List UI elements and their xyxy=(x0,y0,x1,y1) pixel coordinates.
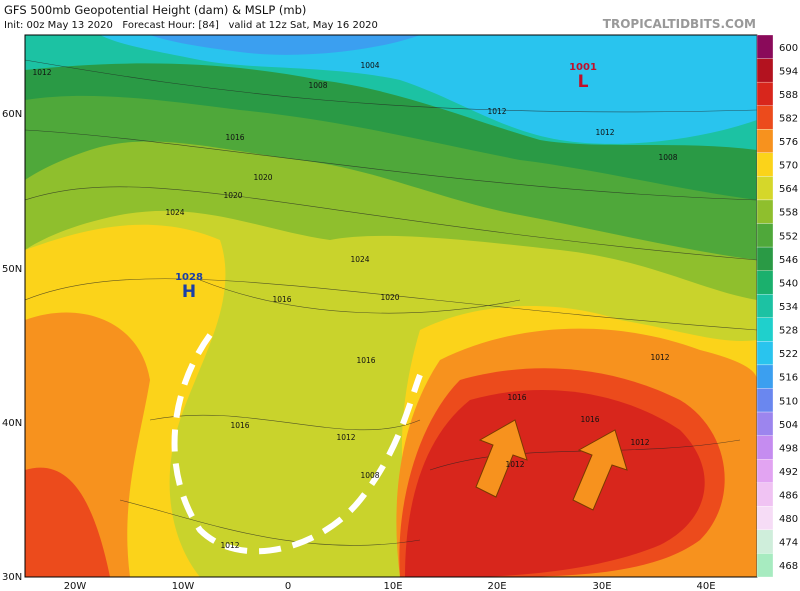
isobar-label: 1024 xyxy=(350,255,369,264)
colorbar-swatch xyxy=(756,317,774,342)
lat-label: 30N xyxy=(2,572,22,583)
colorbar-swatch xyxy=(756,58,774,83)
lon-label: 30E xyxy=(592,581,611,591)
colorbar-swatch xyxy=(756,176,774,201)
isobar-label: 1012 xyxy=(220,541,239,550)
colorbar-label: 594 xyxy=(779,66,798,77)
isobar-label: 1016 xyxy=(230,421,249,430)
lon-label: 10W xyxy=(172,581,195,591)
lon-label: 20E xyxy=(487,581,506,591)
isobar-label: 1012 xyxy=(32,68,51,77)
colorbar-label: 564 xyxy=(779,184,798,195)
isobar-label: 1020 xyxy=(223,191,242,200)
colorbar-swatch xyxy=(756,152,774,177)
colorbar-swatch xyxy=(756,199,774,224)
colorbar-swatch xyxy=(756,506,774,531)
pressure-center-value: 1028 xyxy=(175,272,203,283)
colorbar-swatch xyxy=(756,459,774,483)
colorbar-swatch xyxy=(756,553,774,578)
colorbar-label: 588 xyxy=(779,90,798,101)
colorbar-label: 480 xyxy=(779,514,798,525)
lon-label: 0 xyxy=(285,581,291,591)
subtitle: Init: 00z May 13 2020 Forecast Hour: [84… xyxy=(4,20,378,31)
colorbar-swatch xyxy=(756,341,774,366)
colorbar-label: 570 xyxy=(779,161,798,172)
isobar-label: 1008 xyxy=(308,81,327,90)
isobar-label: 1004 xyxy=(360,61,379,70)
isobar-label: 1016 xyxy=(507,393,526,402)
isobar-label: 1016 xyxy=(580,415,599,424)
pressure-center-value: 1001 xyxy=(569,62,597,73)
colorbar-label: 576 xyxy=(779,137,798,148)
isobar-label: 1012 xyxy=(505,460,524,469)
colorbar-label: 600 xyxy=(779,43,798,54)
colorbar-label: 498 xyxy=(779,443,798,454)
title: GFS 500mb Geopotential Height (dam) & MS… xyxy=(4,3,306,17)
lon-label: 40E xyxy=(696,581,715,591)
isobar-label: 1024 xyxy=(165,208,184,217)
colorbar-swatch xyxy=(756,529,774,554)
colorbar-swatch xyxy=(756,482,774,507)
colorbar-swatch xyxy=(756,223,774,248)
pressure-center-label: L xyxy=(578,72,589,92)
isobar-label: 1012 xyxy=(595,128,614,137)
colorbar-swatch xyxy=(756,294,774,318)
isobar-label: 1016 xyxy=(272,295,291,304)
colorbar-label: 474 xyxy=(779,538,798,549)
lat-label: 50N xyxy=(2,264,22,275)
colorbar-swatch xyxy=(756,411,774,436)
colorbar-swatch xyxy=(756,105,774,130)
colorbar-label: 510 xyxy=(779,396,798,407)
colorbar-swatch xyxy=(756,435,774,460)
colorbar-label: 504 xyxy=(779,420,798,431)
isobar-label: 1012 xyxy=(650,353,669,362)
lat-label: 60N xyxy=(2,109,22,120)
colorbar-label: 486 xyxy=(779,491,798,502)
colorbar-label: 546 xyxy=(779,255,798,266)
colorbar-label: 534 xyxy=(779,302,798,313)
isobar-label: 1020 xyxy=(253,173,272,182)
colorbar-swatch xyxy=(756,270,774,295)
watermark: TROPICALTIDBITS.COM xyxy=(603,17,756,31)
colorbar-swatch xyxy=(756,34,774,59)
isobar-label: 1016 xyxy=(225,133,244,142)
colorbar-label: 468 xyxy=(779,561,798,572)
pressure-center-label: H xyxy=(182,282,196,302)
colorbar-label: 528 xyxy=(779,326,798,337)
isobar-label: 1008 xyxy=(658,153,677,162)
lat-label: 40N xyxy=(2,418,22,429)
colorbar-swatch xyxy=(756,364,774,389)
map-area xyxy=(25,35,757,577)
isobar-label: 1020 xyxy=(380,293,399,302)
isobar-label: 1012 xyxy=(336,433,355,442)
colorbar-label: 522 xyxy=(779,349,798,360)
lon-label: 10E xyxy=(383,581,402,591)
colorbar-label: 582 xyxy=(779,113,798,124)
colorbar-swatch xyxy=(756,81,774,106)
isobar-label: 1008 xyxy=(360,471,379,480)
isobar-label: 1012 xyxy=(487,107,506,116)
isobar-label: 1012 xyxy=(630,438,649,447)
colorbar-swatch xyxy=(756,129,774,153)
colorbar-swatch xyxy=(756,388,774,413)
colorbar-label: 540 xyxy=(779,278,798,289)
colorbar-swatch xyxy=(756,246,774,271)
lon-label: 20W xyxy=(64,581,87,591)
colorbar-label: 558 xyxy=(779,208,798,219)
colorbar-label: 492 xyxy=(779,467,798,478)
colorbar-label: 552 xyxy=(779,231,798,242)
colorbar-label: 516 xyxy=(779,373,798,384)
isobar-label: 1016 xyxy=(356,356,375,365)
